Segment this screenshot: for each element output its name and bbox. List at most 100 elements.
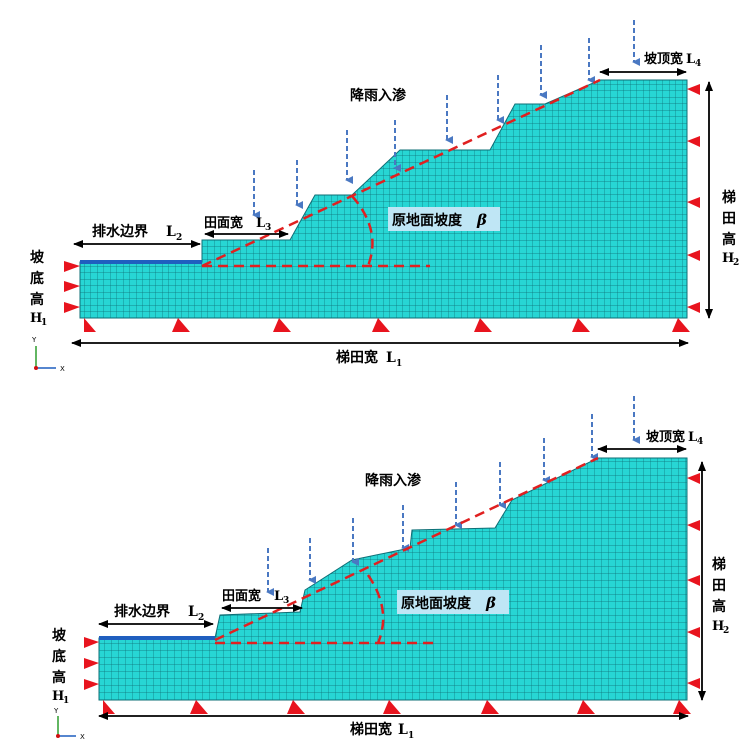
bottom-panel: 降雨入渗 坡顶宽 L 4 排水边界 L 2 田面宽 L 3 原地面坡度 β 梯 …: [52, 396, 729, 741]
svg-text:Y: Y: [31, 336, 37, 344]
svg-text:坡顶宽: 坡顶宽: [646, 429, 685, 445]
support-icon: [687, 197, 700, 208]
svg-text:梯: 梯: [712, 556, 726, 573]
svg-text:X: X: [80, 733, 85, 741]
support-icon: [84, 637, 99, 648]
svg-text:田面宽: 田面宽: [204, 215, 243, 231]
support-icon: [103, 700, 115, 714]
bottom-left-supports: [84, 637, 99, 690]
crest-width-label: 坡顶宽 L 4: [644, 51, 701, 69]
svg-text:Y: Y: [53, 707, 59, 715]
support-icon: [287, 700, 305, 714]
svg-text:3: 3: [283, 596, 289, 606]
top-axis-triad: Y X: [31, 336, 65, 373]
base-height-label: 坡 底 高 H 1: [52, 627, 69, 706]
support-icon: [84, 658, 99, 669]
bottom-axis-triad: Y X: [53, 707, 85, 741]
top-mesh-body: [79, 79, 688, 319]
top-rain-arrows: [252, 20, 640, 219]
support-icon: [687, 136, 700, 147]
support-icon: [273, 318, 291, 332]
crest-width-label: 坡顶宽 L 4: [646, 429, 703, 447]
svg-text:排水边界: 排水边界: [114, 603, 171, 620]
terrace-width-label: 梯田宽 L 1: [336, 349, 402, 369]
svg-text:坡顶宽: 坡顶宽: [644, 51, 683, 67]
svg-text:4: 4: [697, 437, 703, 447]
top-left-supports: [64, 261, 80, 313]
svg-text:1: 1: [63, 696, 69, 706]
svg-text:L: L: [686, 52, 695, 67]
terrace-height-label: 梯 田 高 H 2: [712, 556, 729, 636]
svg-text:高: 高: [52, 669, 66, 686]
support-icon: [84, 318, 96, 332]
support-icon: [673, 700, 691, 714]
support-icon: [572, 318, 590, 332]
slope-angle-label: 原地面坡度 β: [397, 590, 509, 614]
top-dimensions: [71, 68, 713, 347]
svg-text:L: L: [274, 589, 283, 604]
svg-text:底: 底: [52, 648, 66, 665]
svg-text:L: L: [188, 604, 198, 620]
svg-text:梯: 梯: [722, 189, 736, 206]
svg-text:2: 2: [198, 613, 204, 623]
support-icon: [64, 261, 80, 272]
support-icon: [687, 520, 700, 531]
field-width-label: 田面宽 L 3: [204, 215, 271, 233]
svg-text:L: L: [256, 216, 265, 231]
support-icon: [172, 318, 190, 332]
svg-text:2: 2: [723, 626, 729, 636]
support-icon: [687, 250, 700, 261]
svg-text:底: 底: [30, 270, 44, 287]
drain-boundary-label: 排水边界 L 2: [114, 603, 204, 623]
rain-label: 降雨入渗: [365, 472, 422, 489]
svg-text:高: 高: [722, 231, 736, 248]
svg-text:高: 高: [712, 598, 726, 615]
svg-text:L: L: [398, 722, 408, 738]
bottom-rain-arrows: [266, 396, 640, 596]
svg-text:田: 田: [722, 211, 736, 227]
support-icon: [687, 302, 700, 313]
drain-boundary-label: 排水边界 L 2: [92, 223, 182, 243]
slope-angle-label: 原地面坡度 β: [388, 207, 500, 231]
svg-text:坡: 坡: [52, 627, 67, 644]
svg-text:田面宽: 田面宽: [222, 588, 261, 604]
bottom-bottom-supports: [103, 700, 691, 714]
top-bottom-supports: [84, 318, 690, 332]
support-icon: [64, 302, 80, 313]
svg-text:4: 4: [695, 59, 701, 69]
svg-text:H: H: [30, 311, 42, 326]
support-icon: [372, 318, 390, 332]
svg-text:原地面坡度: 原地面坡度: [392, 212, 463, 229]
support-icon: [687, 473, 700, 484]
support-icon: [687, 575, 700, 586]
support-icon: [672, 318, 690, 332]
svg-text:L: L: [688, 430, 697, 445]
rain-label: 降雨入渗: [350, 87, 407, 104]
svg-text:L: L: [166, 224, 176, 240]
svg-text:L: L: [386, 350, 396, 366]
support-icon: [190, 700, 208, 714]
svg-text:原地面坡度: 原地面坡度: [401, 595, 472, 612]
bottom-dimensions: [98, 445, 706, 720]
svg-text:1: 1: [408, 731, 414, 741]
svg-text:2: 2: [176, 233, 182, 243]
top-panel: 降雨入渗 坡顶宽 L 4 排水边界 L 2 田面宽 L 3 原地面坡度 β 梯 …: [30, 20, 739, 373]
svg-text:β: β: [485, 594, 496, 612]
svg-text:H: H: [722, 251, 734, 266]
base-height-label: 坡 底 高 H 1: [30, 249, 47, 328]
svg-text:1: 1: [396, 359, 402, 369]
support-icon: [577, 700, 595, 714]
field-width-label: 田面宽 L 3: [222, 588, 289, 606]
bottom-mesh-body: [98, 457, 688, 701]
svg-text:田: 田: [712, 578, 726, 594]
support-icon: [687, 678, 700, 689]
support-icon: [383, 700, 401, 714]
bottom-right-supports: [687, 473, 700, 689]
terrace-height-label: 梯 田 高 H 2: [722, 189, 739, 268]
svg-text:β: β: [476, 211, 487, 229]
svg-text:梯田宽: 梯田宽: [336, 349, 378, 366]
svg-text:梯田宽: 梯田宽: [350, 721, 392, 738]
svg-text:排水边界: 排水边界: [92, 223, 149, 240]
top-right-supports: [687, 84, 700, 313]
support-icon: [64, 281, 80, 292]
